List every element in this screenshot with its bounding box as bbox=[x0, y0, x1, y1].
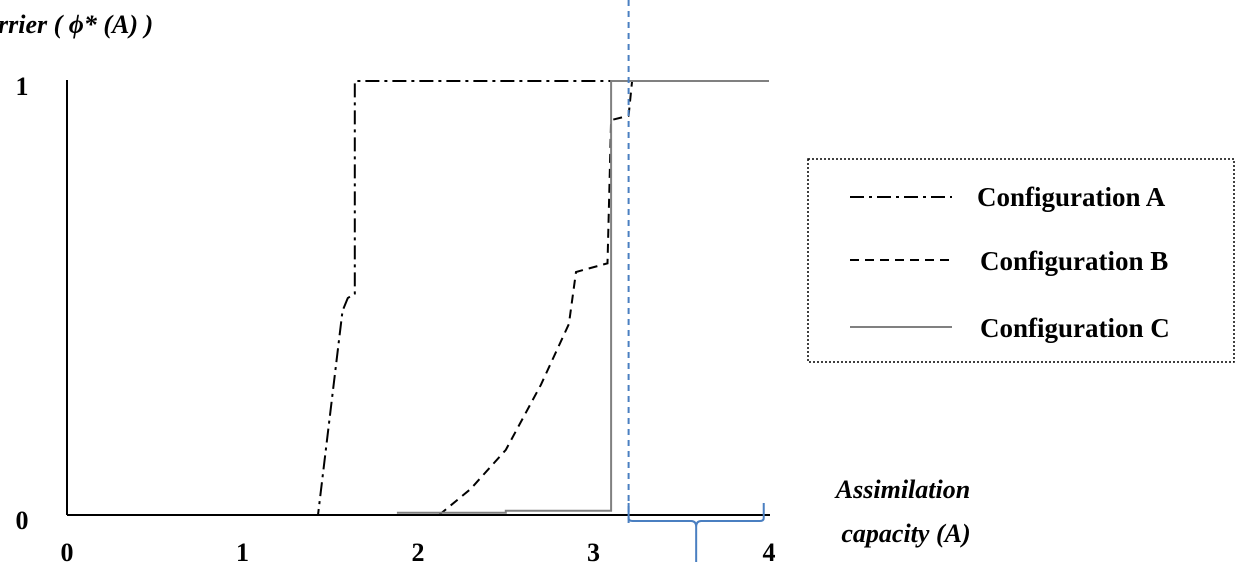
series-line-b bbox=[438, 80, 769, 516]
range-brace bbox=[627, 503, 765, 562]
tick-labels: 0 1 2 3 4 0 1 bbox=[16, 72, 776, 565]
x-axis-title-line2: capacity (A) bbox=[841, 519, 970, 548]
legend-label-a: Configuration A bbox=[977, 182, 1166, 212]
annotation-layer bbox=[627, 0, 765, 562]
legend-box bbox=[807, 158, 1235, 363]
series-layer bbox=[67, 80, 769, 516]
y-tick-label: 0 bbox=[16, 506, 29, 535]
legend-label-b: Configuration B bbox=[980, 246, 1168, 276]
x-tick-label: 2 bbox=[412, 538, 425, 565]
series-line-c bbox=[396, 80, 769, 514]
x-tick-label: 1 bbox=[236, 538, 249, 565]
x-axis-title-line1: Assimilation bbox=[834, 475, 970, 504]
legend-label-c: Configuration C bbox=[980, 313, 1170, 343]
series-line-a bbox=[67, 80, 769, 516]
legend: Configuration A Configuration B Configur… bbox=[807, 158, 1235, 363]
x-tick-label: 0 bbox=[61, 538, 74, 565]
x-tick-label: 3 bbox=[587, 538, 600, 565]
y-tick-label: 1 bbox=[16, 72, 29, 101]
y-axis-title: rrier ( ϕ* (A) ) bbox=[0, 10, 153, 39]
x-tick-label: 4 bbox=[763, 538, 776, 565]
